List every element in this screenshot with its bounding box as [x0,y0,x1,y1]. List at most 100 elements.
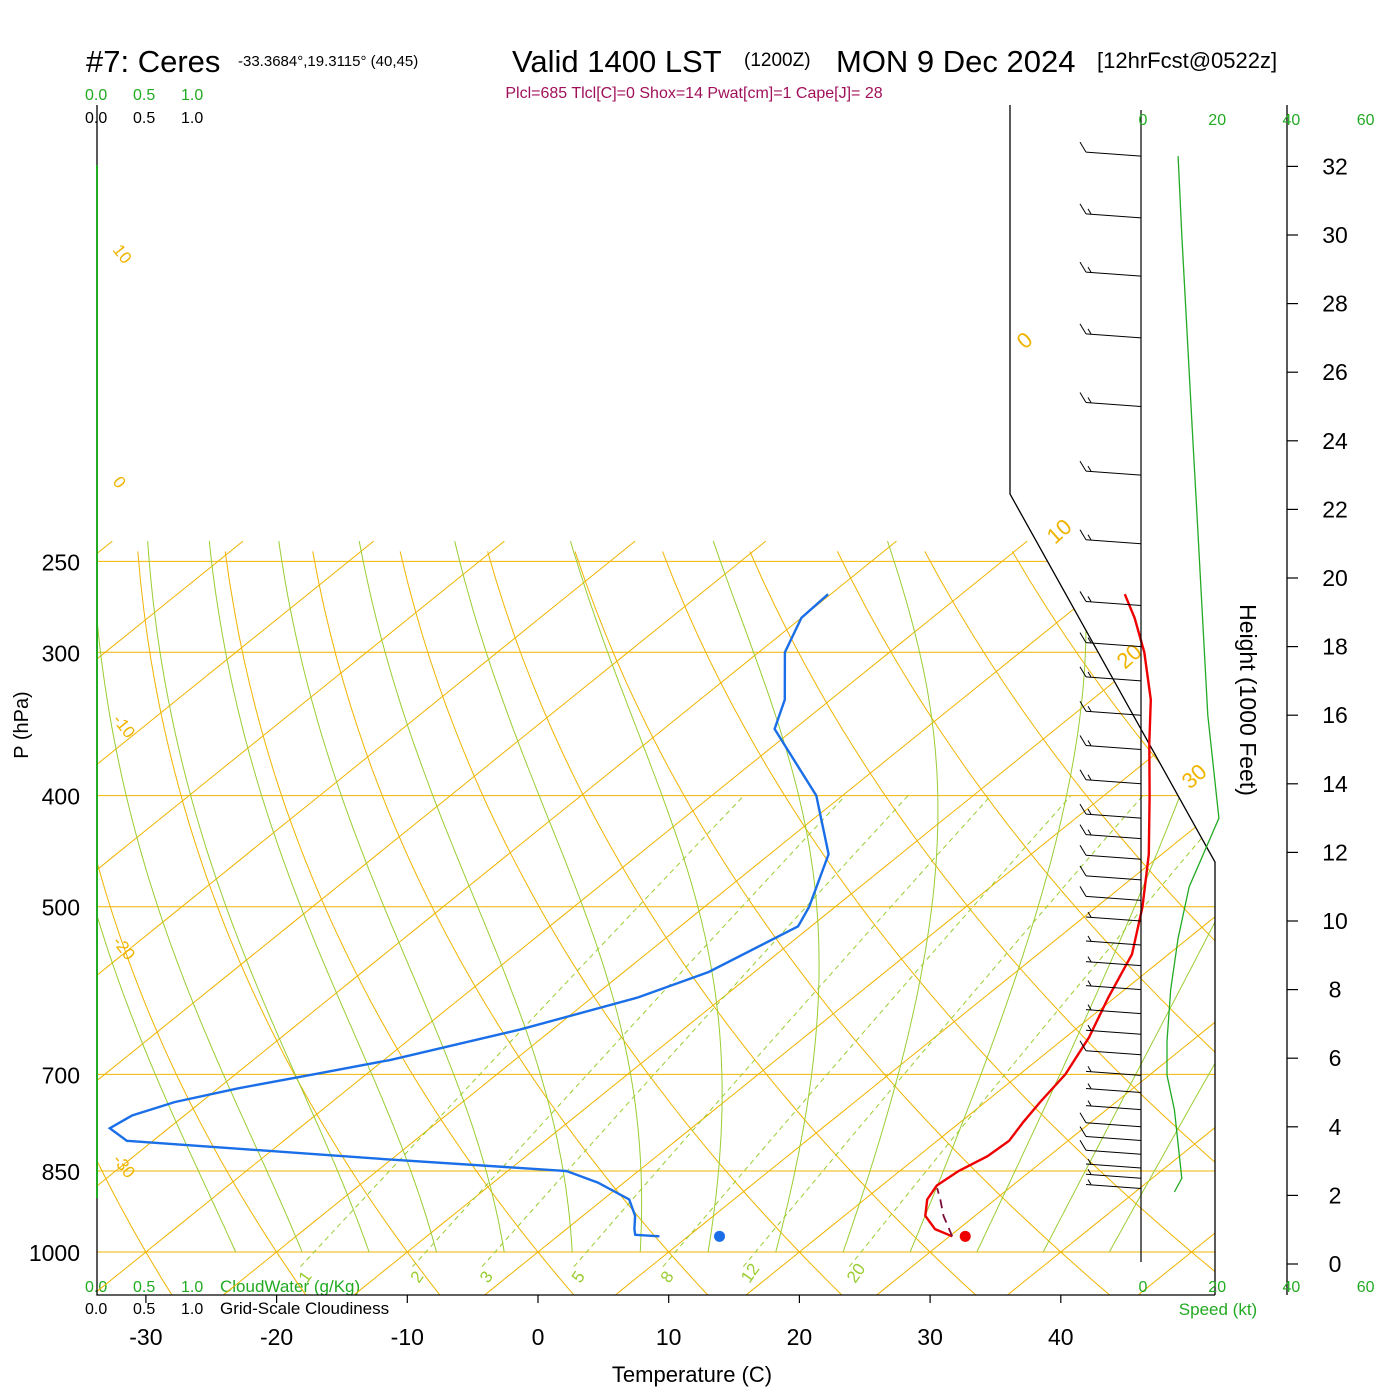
isotherm-line [740,540,1215,1295]
valid-time: Valid 1400 LST [512,44,722,79]
cloudwater-scale-value: 0.5 [133,87,155,104]
wind-barb-staff [1085,961,1142,967]
speed-tick-label-top: 40 [1283,112,1301,129]
height-tick-label: 24 [1322,428,1348,454]
isotherm-line [609,540,1215,1295]
wind-barb [1079,865,1142,881]
wind-barb-staff [1085,151,1142,157]
wind-barb-half [1087,956,1092,962]
pressure-tick-label: 300 [42,640,80,666]
height-tick-label: 10 [1322,908,1348,934]
wind-barb-half [1087,935,1092,942]
wind-barb-half [1087,208,1092,215]
mixing-ratio-line [412,795,846,1268]
isotherm-line [97,540,1028,1295]
moist-adiabat-line [358,541,573,1253]
wind-barb-staff [1085,1088,1142,1093]
moist-adiabat-line [1042,540,1215,1253]
parcel-line [936,1188,954,1237]
mixing-ratio-line [848,795,1215,1268]
cloudiness-scale-bottom: 0.0 0.5 1.0 Grid-Scale Cloudiness [85,1299,389,1318]
wind-barb-staff [1085,1149,1142,1155]
wind-barb-full [1079,323,1087,335]
dry-adiabat-line [0,551,41,1299]
isotherm-line [870,540,1215,1295]
wind-barb [1079,700,1142,716]
wind-barb [1079,261,1142,277]
mixing-ratio-line [742,795,1144,1268]
wind-barb-half [1087,1158,1092,1165]
wind-speed-line [1166,156,1220,1193]
wind-barb-staff [1085,1136,1142,1142]
wind-barb [1079,803,1142,819]
x-tick-label: 40 [1048,1324,1074,1350]
isotherm-label: 0 [1012,327,1038,354]
moist-adiabat-line [1108,540,1215,1253]
wind-barb-staff [1085,1173,1142,1179]
moist-adiabat-line [454,540,643,1253]
cloudwater-label: CloudWater (g/Kg) [220,1277,360,1296]
height-tick-label: 28 [1322,291,1348,317]
mixing-ratio-label: 8 [657,1268,678,1287]
height-tick-label: 26 [1322,359,1348,385]
wind-barb-staff [1085,745,1142,750]
cloudwater-scale-value: 1.0 [181,1279,203,1296]
mixing-ratio-line [662,795,1072,1268]
wind-barb [1079,1139,1142,1155]
wind-barb [1079,323,1142,339]
wind-barb-full [1079,769,1087,781]
wind-barb-half [1087,705,1092,712]
cloudiness-scale-top: 0.0 0.5 1.0 [85,110,203,127]
wind-panel: 0020204040606002468101214161820222426283… [1079,105,1375,1296]
wind-barb-staff [1085,642,1142,648]
dry-adiabat-line [97,551,176,1295]
wind-barb-staff [1085,470,1142,476]
height-tick-label: 2 [1329,1182,1342,1208]
station-coords: -33.3684°,19.3115° (40,45) [238,53,418,70]
stability-indices: Plcl=685 Tlcl[C]=0 Shox=14 Pwat[cm]=1 Ca… [505,85,882,102]
station-title: #7: Ceres [86,44,220,79]
temperature-line [924,593,1153,1238]
isotherm-line [97,540,505,1295]
surface-dewpoint-dot [714,1230,726,1242]
isotherm-line [97,540,636,1295]
wind-barb-full [1079,1139,1087,1151]
pressure-tick-label: 500 [42,895,80,921]
x-tick-label: 10 [656,1324,682,1350]
isotherm-label: 10 [109,241,136,268]
wind-barb-staff [1085,779,1142,785]
wind-barb-full [1079,529,1087,540]
mixing-ratio-label: 12 [737,1260,763,1286]
wind-barb [1085,935,1142,946]
wind-barb [1085,1168,1142,1179]
pressure-tick-label: 250 [42,549,80,575]
moist-adiabat-line [842,540,939,1253]
wind-barb-staff [1085,854,1142,860]
wind-barb-staff [1085,539,1142,545]
pressure-tick-label: 400 [42,784,80,810]
wind-barb [1085,911,1142,922]
zulu-time: (1200Z) [744,50,811,71]
speed-tick-label-top: 0 [1139,112,1148,129]
x-tick-label: -30 [129,1324,162,1350]
dewpoint-line [107,593,830,1238]
height-tick-label: 4 [1329,1114,1342,1140]
moist-adiabat-line [147,541,370,1253]
wind-barb-half [1087,328,1092,335]
wind-barb-staff [1085,940,1142,946]
pressure-tick-label: 700 [42,1062,80,1088]
wind-barb-staff [1085,271,1142,277]
height-axis-title: Height (1000 Feet) [1235,604,1261,796]
x-tick-label: 30 [917,1324,943,1350]
wind-barb [1079,845,1142,860]
isotherm-label: 10 [1042,514,1077,549]
height-tick-label: 22 [1322,496,1348,522]
wind-barb-staff [1085,813,1142,819]
height-tick-label: 8 [1329,977,1342,1003]
wind-barb-staff [1085,895,1142,901]
dry-adiabat-line [137,551,444,1295]
wind-barb-staff [1085,600,1142,606]
dry-adiabat-line [399,551,847,1295]
speed-tick-label-bottom: 20 [1208,1279,1226,1296]
